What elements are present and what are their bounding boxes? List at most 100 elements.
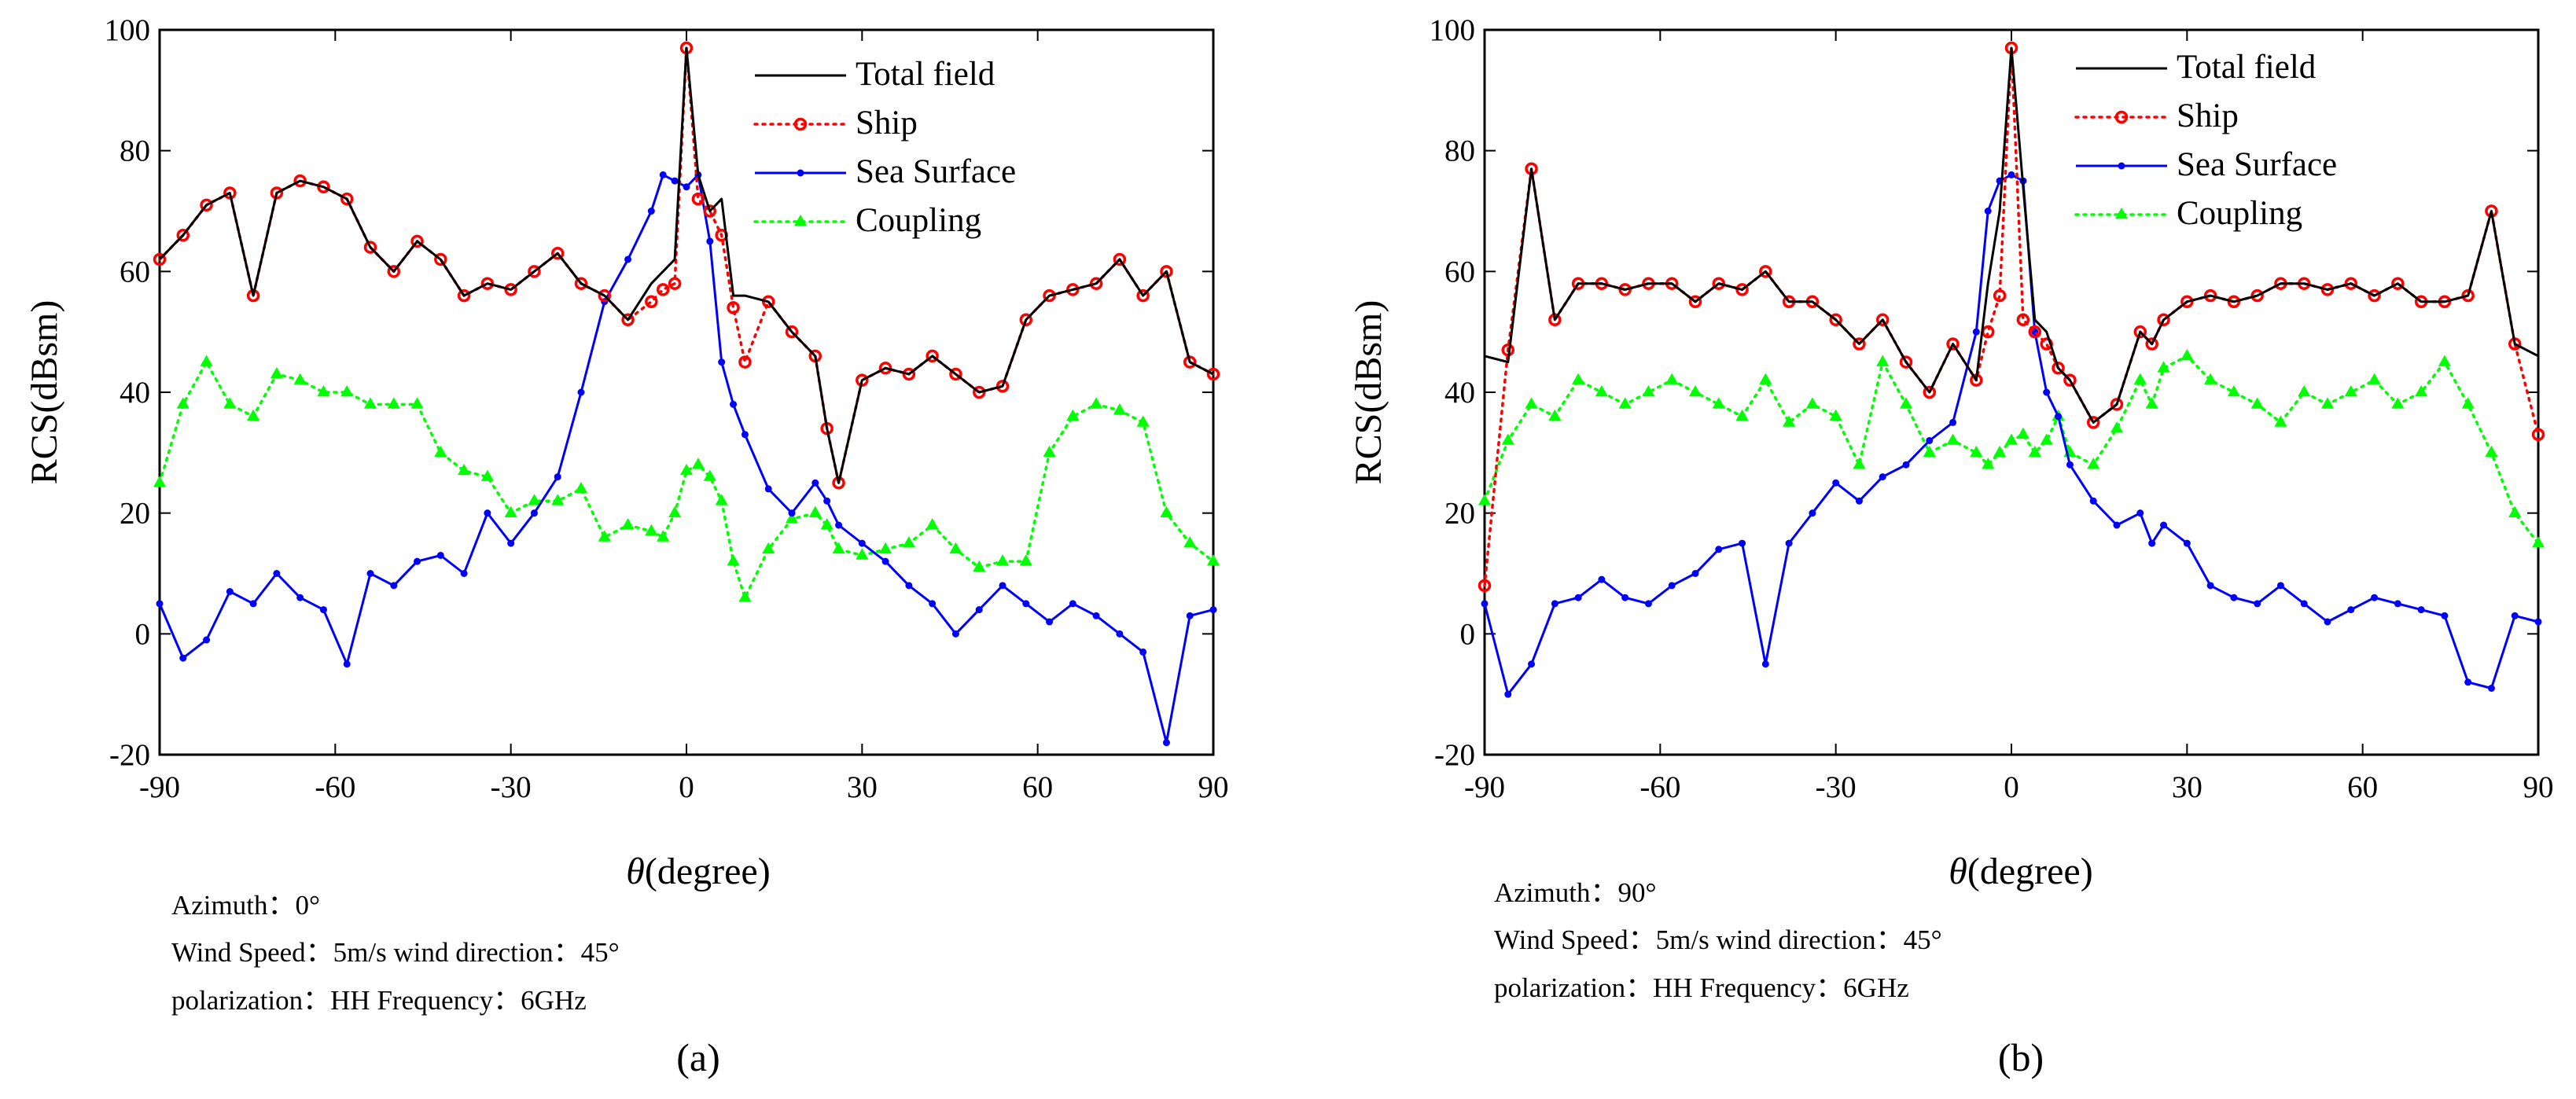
data-point [1209,606,1217,614]
series-line-ship [1483,46,2540,587]
data-point [2145,397,2158,409]
legend-label: Sea Surface [2177,146,2337,183]
data-point [929,600,937,608]
data-point [484,509,491,517]
data-point [577,388,585,396]
panel-caption: (a) [676,1035,720,1079]
x-tick-labels: -90 -60 -30 0 30 60 90 [139,770,1229,804]
data-point [2133,373,2147,384]
data-point [2016,313,2030,327]
data-point [785,512,799,524]
data-point [2183,539,2191,547]
data-point [1972,328,1980,336]
panel-a: -20 0 20 40 60 80 100 -90 -60 -30 0 30 60 90 RCS(dBs… [24,13,1229,1079]
data-point [1668,582,1676,590]
data-point [835,521,843,529]
data-point [1046,618,1054,626]
data-point [436,551,444,559]
series-line-coupling [158,360,1215,599]
data-point [1970,445,1983,458]
y-tick-label: -20 [109,738,150,772]
data-point [2052,362,2065,375]
data-point [507,539,515,547]
data-point [949,542,962,554]
data-point [879,542,892,554]
data-point [995,380,1010,393]
data-point [2487,684,2495,692]
y-tick-label: 80 [1444,134,1475,168]
data-point [2461,289,2475,303]
data-point [2087,458,2100,469]
legend-label: Coupling [2177,195,2302,232]
data-point [296,594,304,601]
data-point [2276,582,2284,590]
series-line-coupling [1483,355,2540,545]
data-point [2180,295,2194,308]
data-point [738,590,752,602]
data-point [1162,739,1170,747]
data-point [1574,594,1582,601]
x-tick-label: 90 [1198,770,1229,804]
data-point [905,582,913,590]
data-point [1923,445,1936,458]
data-point [683,183,690,191]
data-point [2368,373,2381,384]
data-point [1712,397,1725,409]
data-point [1993,445,2007,458]
data-point [1923,385,1937,399]
data-point [2417,606,2425,614]
data-point [2531,536,2545,548]
x-axis-title: θ(degree) [626,851,770,892]
data-point [657,530,670,542]
data-point [1875,313,1890,327]
x-tick-label: -60 [315,770,355,804]
data-point [2016,427,2030,439]
data-point [972,385,986,399]
data-point [975,606,983,614]
legend-marker [793,214,808,226]
data-point [2040,433,2053,445]
y-axis-title: RCS(dBsm) [24,300,65,485]
panel-caption: (b) [1998,1035,2044,1079]
y-tick-label: 20 [1444,497,1475,531]
series-coupling [1478,348,2545,548]
data-point [343,660,351,668]
y-tick-label: 80 [120,134,150,168]
data-point [1982,458,1995,469]
data-point [858,539,866,547]
data-point [2055,413,2063,421]
data-point [574,277,588,290]
axis-ticks [1484,29,2539,755]
data-point [2157,313,2170,327]
data-point [949,367,962,381]
series-layer [1478,41,2545,698]
data-point [2531,428,2545,442]
param-polarization: polarization：HH Frequency：6GHz [171,985,587,1016]
data-point [730,400,738,408]
data-point [1043,445,1056,458]
data-point [2204,373,2217,384]
data-point [999,582,1006,590]
data-point [317,180,330,194]
x-tick-label: 60 [1022,770,1053,804]
data-point [1089,277,1103,290]
legend-item-total-field: Total field [755,56,995,93]
data-point [762,542,775,554]
data-point [808,505,822,517]
axis-ticks [159,29,1214,755]
y-tick-label: 60 [120,255,150,289]
data-point [668,505,682,517]
data-point [2391,277,2405,290]
data-point [2113,521,2121,529]
plot-frame [158,28,1215,756]
data-point [1019,313,1033,327]
data-point [2133,325,2147,339]
data-point [2320,397,2335,409]
data-point [1899,397,1913,409]
data-point [414,557,421,565]
data-point [1783,415,1796,427]
x-tick-label: -90 [139,770,180,804]
data-point [1618,283,1632,296]
x-axis-unit: (degree) [1967,851,2093,892]
legend: Total field Ship Sea Surface Coupling [2074,49,2337,232]
